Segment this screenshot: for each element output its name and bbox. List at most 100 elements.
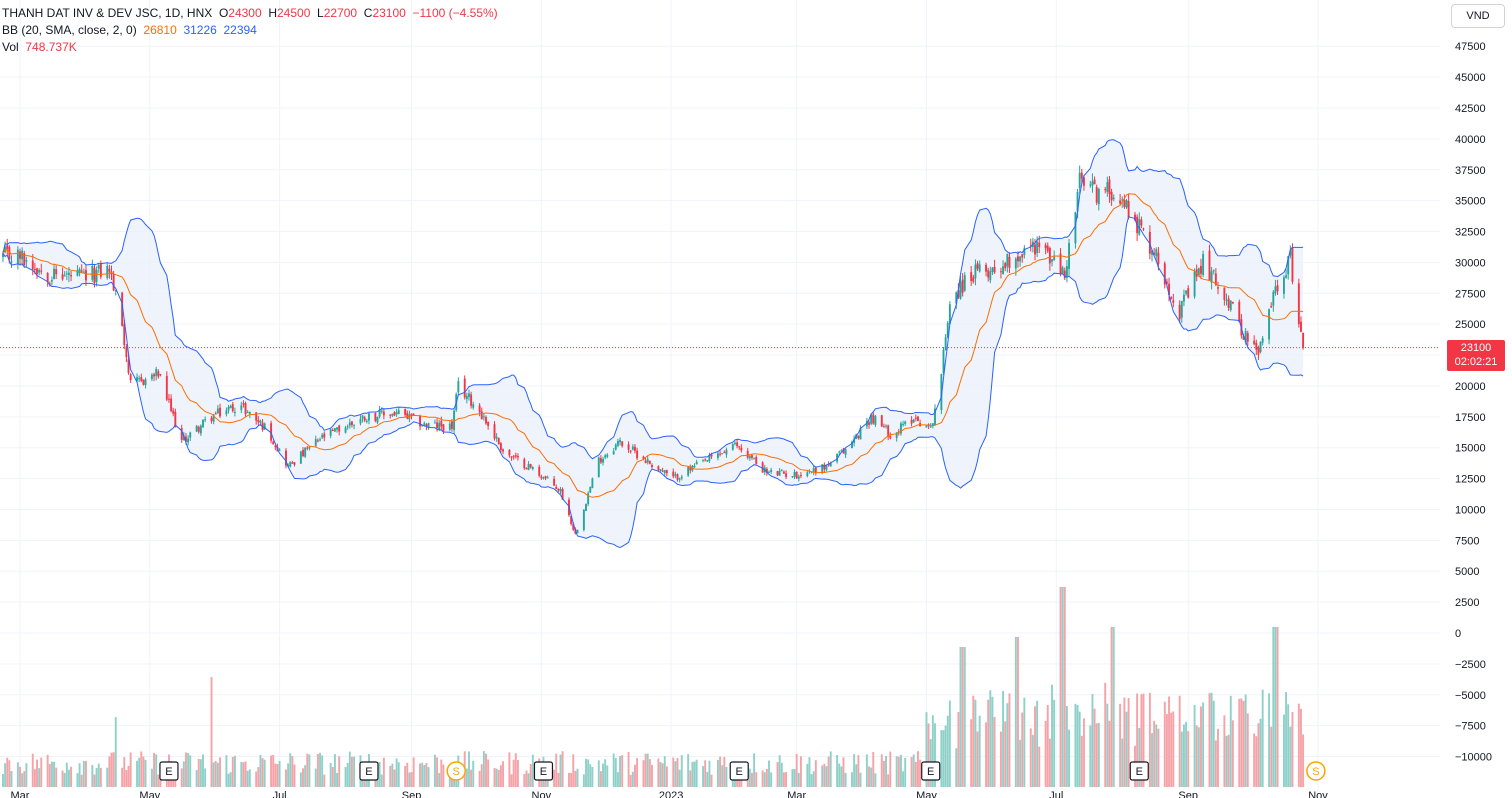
candle[interactable] [768,470,770,473]
candle[interactable] [529,463,532,469]
candle[interactable] [389,414,392,419]
candle[interactable] [1253,335,1256,346]
candle[interactable] [138,375,141,382]
candle[interactable] [1223,287,1226,306]
candle[interactable] [1046,242,1049,253]
candle[interactable] [746,448,749,460]
candle[interactable] [553,475,556,486]
candle[interactable] [227,404,230,414]
candle[interactable] [91,259,94,282]
candle[interactable] [231,401,234,413]
candle[interactable] [780,468,783,472]
candle[interactable] [82,268,85,273]
candle[interactable] [433,419,436,424]
candle[interactable] [1138,212,1141,236]
candle[interactable] [129,373,132,383]
candle[interactable] [525,467,528,470]
candle[interactable] [704,458,707,462]
candle[interactable] [904,420,907,426]
currency-unit-button[interactable]: VND [1451,4,1505,28]
candle[interactable] [321,432,324,440]
candle[interactable] [487,421,490,430]
candle[interactable] [1276,279,1279,296]
candle[interactable] [606,453,609,459]
candle[interactable] [1059,248,1062,277]
candle[interactable] [348,418,351,429]
candle[interactable] [616,438,619,448]
candle[interactable] [1227,295,1230,312]
candle[interactable] [497,437,500,445]
candle[interactable] [214,411,217,415]
candle[interactable] [170,394,173,413]
candle[interactable] [159,373,162,377]
candle[interactable] [463,375,466,400]
candle[interactable] [346,424,349,430]
candle[interactable] [991,266,994,276]
candle[interactable] [419,414,421,431]
candle[interactable] [210,415,213,424]
candle[interactable] [1125,199,1128,209]
candle[interactable] [948,301,951,325]
candle[interactable] [155,366,158,381]
candle[interactable] [880,414,883,428]
candle[interactable] [748,454,751,462]
candle[interactable] [925,425,928,428]
candle[interactable] [465,392,468,404]
candle[interactable] [274,444,277,451]
candle[interactable] [1119,193,1122,206]
candle[interactable] [1214,268,1217,287]
candle[interactable] [257,415,260,426]
candle[interactable] [1074,211,1077,249]
candle[interactable] [1202,250,1205,278]
candle[interactable] [1289,245,1292,259]
candle[interactable] [874,414,877,427]
candle[interactable] [976,260,979,271]
candle[interactable] [978,260,981,273]
candle[interactable] [872,411,875,425]
candle[interactable] [1255,339,1258,356]
candle[interactable] [672,468,675,479]
candle[interactable] [1187,285,1190,299]
candle[interactable] [495,433,498,442]
candle[interactable] [329,428,332,439]
candle[interactable] [674,471,677,479]
candle[interactable] [619,437,622,446]
candle[interactable] [1229,300,1232,312]
candle[interactable] [397,406,400,415]
candle[interactable] [612,448,615,455]
candle[interactable] [793,469,796,480]
candle[interactable] [229,404,232,409]
candle[interactable] [1044,242,1047,255]
candle[interactable] [561,487,564,500]
candle[interactable] [323,431,326,442]
candle[interactable] [291,460,294,464]
candle[interactable] [108,264,111,279]
candle[interactable] [985,262,988,277]
candle[interactable] [165,371,168,402]
candle[interactable] [585,503,587,512]
candle[interactable] [338,424,341,436]
candle[interactable] [1051,259,1053,267]
candle[interactable] [6,238,9,255]
candle[interactable] [1217,281,1219,295]
candle[interactable] [331,428,334,432]
candle[interactable] [499,442,502,453]
candle[interactable] [1210,266,1213,290]
earnings-marker[interactable]: E [921,761,941,781]
candle[interactable] [361,415,364,423]
candle[interactable] [470,391,473,409]
candle[interactable] [972,274,975,284]
candle[interactable] [1019,256,1022,267]
candle[interactable] [644,458,647,464]
candle[interactable] [319,437,321,442]
candle[interactable] [725,447,728,458]
candle[interactable] [842,447,845,454]
candle[interactable] [123,319,126,350]
candle[interactable] [576,529,579,534]
candle[interactable] [19,248,21,266]
candle[interactable] [1238,299,1241,323]
candle[interactable] [25,256,28,268]
candle[interactable] [142,379,145,386]
candle[interactable] [202,419,204,429]
candle[interactable] [485,415,487,425]
